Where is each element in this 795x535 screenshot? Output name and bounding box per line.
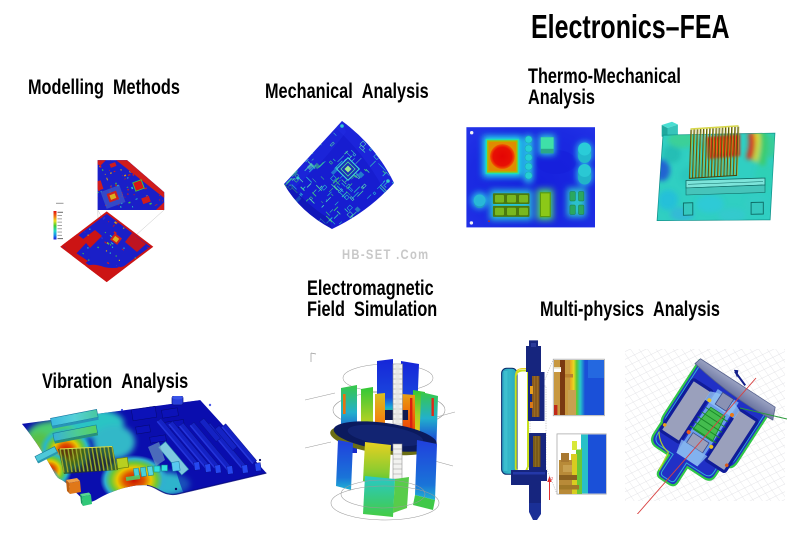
svg-text:z: z — [551, 476, 554, 481]
